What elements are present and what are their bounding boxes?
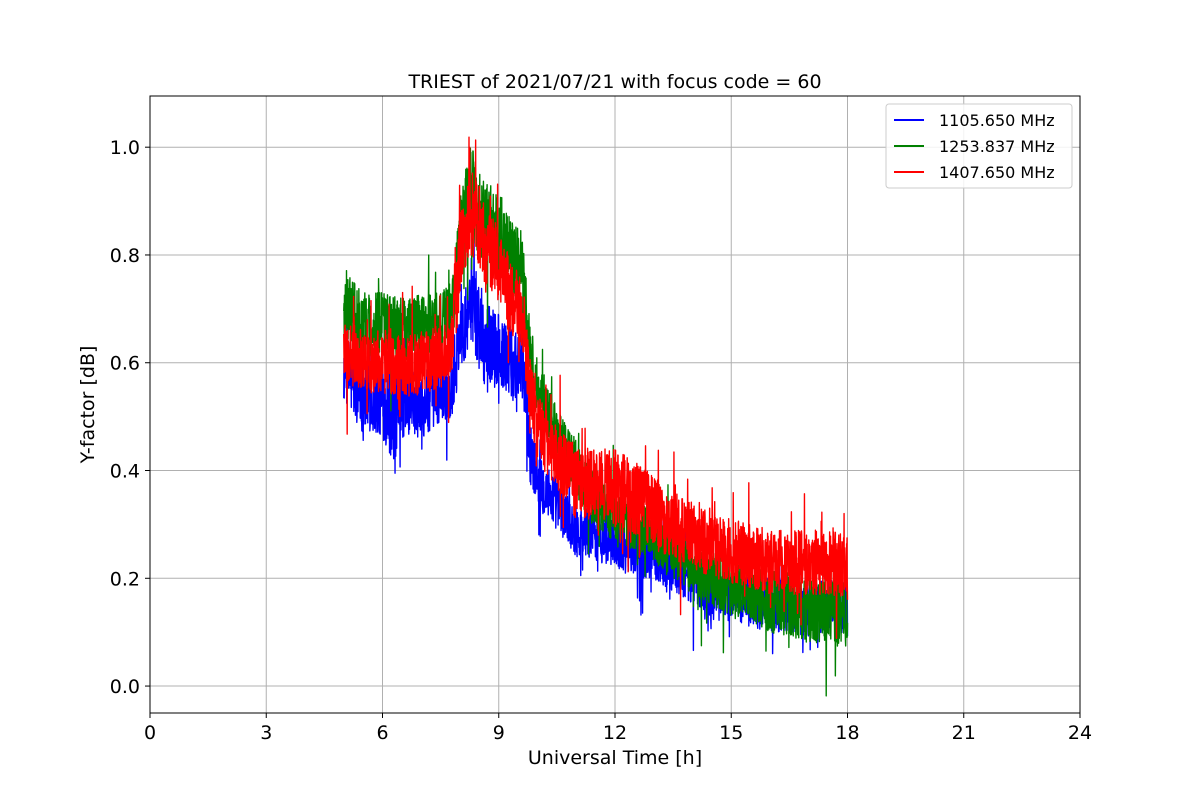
legend-box bbox=[885, 103, 1073, 189]
y-axis: 0.0 0.2 0.4 0.6 0.8 1.0 bbox=[110, 137, 150, 698]
y-tick-label: 0.2 bbox=[110, 568, 140, 590]
x-tick-label: 12 bbox=[603, 722, 627, 744]
x-tick-label: 6 bbox=[376, 722, 388, 744]
y-tick-label: 0.4 bbox=[110, 461, 140, 483]
y-tick-label: 0.6 bbox=[110, 353, 140, 375]
legend-label: 1105.650 MHz bbox=[939, 111, 1055, 130]
x-tick-label: 15 bbox=[719, 722, 743, 744]
y-axis-label: Y-factor [dB] bbox=[77, 346, 99, 465]
y-tick-label: 0.8 bbox=[110, 245, 140, 267]
x-tick-label: 24 bbox=[1068, 722, 1092, 744]
y-tick-label: 0.0 bbox=[110, 676, 140, 698]
x-tick-label: 3 bbox=[260, 722, 272, 744]
x-axis-label: Universal Time [h] bbox=[528, 747, 702, 769]
series-line bbox=[343, 136, 849, 640]
series-line bbox=[343, 147, 849, 697]
x-tick-label: 21 bbox=[952, 722, 976, 744]
chart-title: TRIEST of 2021/07/21 with focus code = 6… bbox=[407, 71, 821, 93]
x-tick-label: 0 bbox=[144, 722, 156, 744]
y-tick-label: 1.0 bbox=[110, 137, 140, 159]
series-layer bbox=[343, 136, 849, 697]
x-tick-label: 18 bbox=[835, 722, 859, 744]
x-tick-label: 9 bbox=[493, 722, 505, 744]
legend: 1105.650 MHz 1253.837 MHz 1407.650 MHz bbox=[885, 103, 1073, 189]
x-axis: 0 3 6 9 12 15 18 21 24 bbox=[144, 713, 1092, 744]
legend-label: 1253.837 MHz bbox=[939, 137, 1055, 156]
legend-label: 1407.650 MHz bbox=[939, 163, 1055, 182]
